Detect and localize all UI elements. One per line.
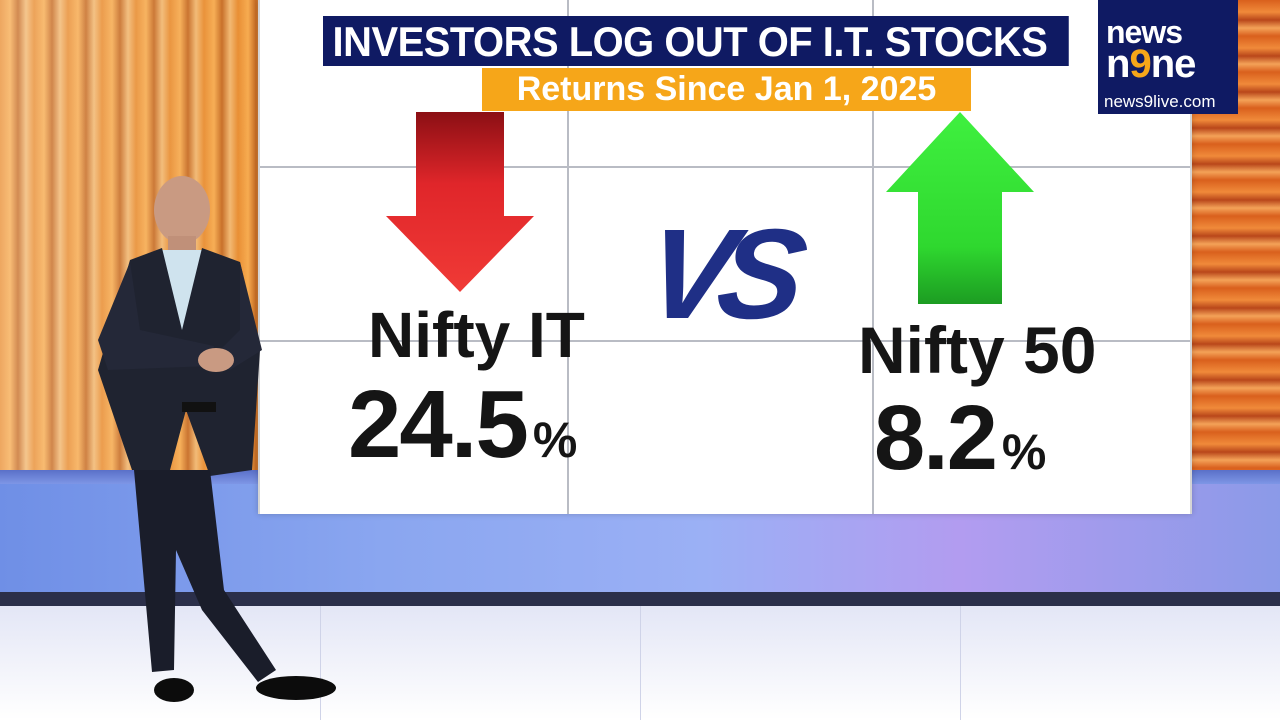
board-seam <box>872 0 874 514</box>
logo-line1: news <box>1106 14 1183 50</box>
board-seam <box>260 340 1190 342</box>
up-arrow-icon <box>886 112 1034 304</box>
news9-logo: news n9ne news9live.com <box>1098 0 1238 114</box>
left-index-name: Nifty IT <box>368 299 585 371</box>
right-index-return: 8.2% <box>874 387 1046 489</box>
board-seam <box>260 166 1190 168</box>
versus-label: VS <box>638 203 801 346</box>
left-index-return: 24.5% <box>348 371 577 478</box>
headline-title: INVESTORS LOG OUT OF I.T. STOCKS <box>323 16 1069 66</box>
down-arrow-icon <box>386 112 534 292</box>
studio-left-wall <box>0 0 258 470</box>
headline-subtitle: Returns Since Jan 1, 2025 <box>482 68 971 111</box>
floor-edge <box>0 592 1280 606</box>
presenter-figure <box>98 176 336 702</box>
board-seam <box>567 0 569 514</box>
floor-seam <box>640 606 641 720</box>
floor-seam <box>320 606 321 720</box>
floor-seam <box>960 606 961 720</box>
logo-url: news9live.com <box>1104 92 1216 111</box>
right-index-name: Nifty 50 <box>858 313 1097 387</box>
logo-line2: n9ne <box>1106 42 1196 86</box>
